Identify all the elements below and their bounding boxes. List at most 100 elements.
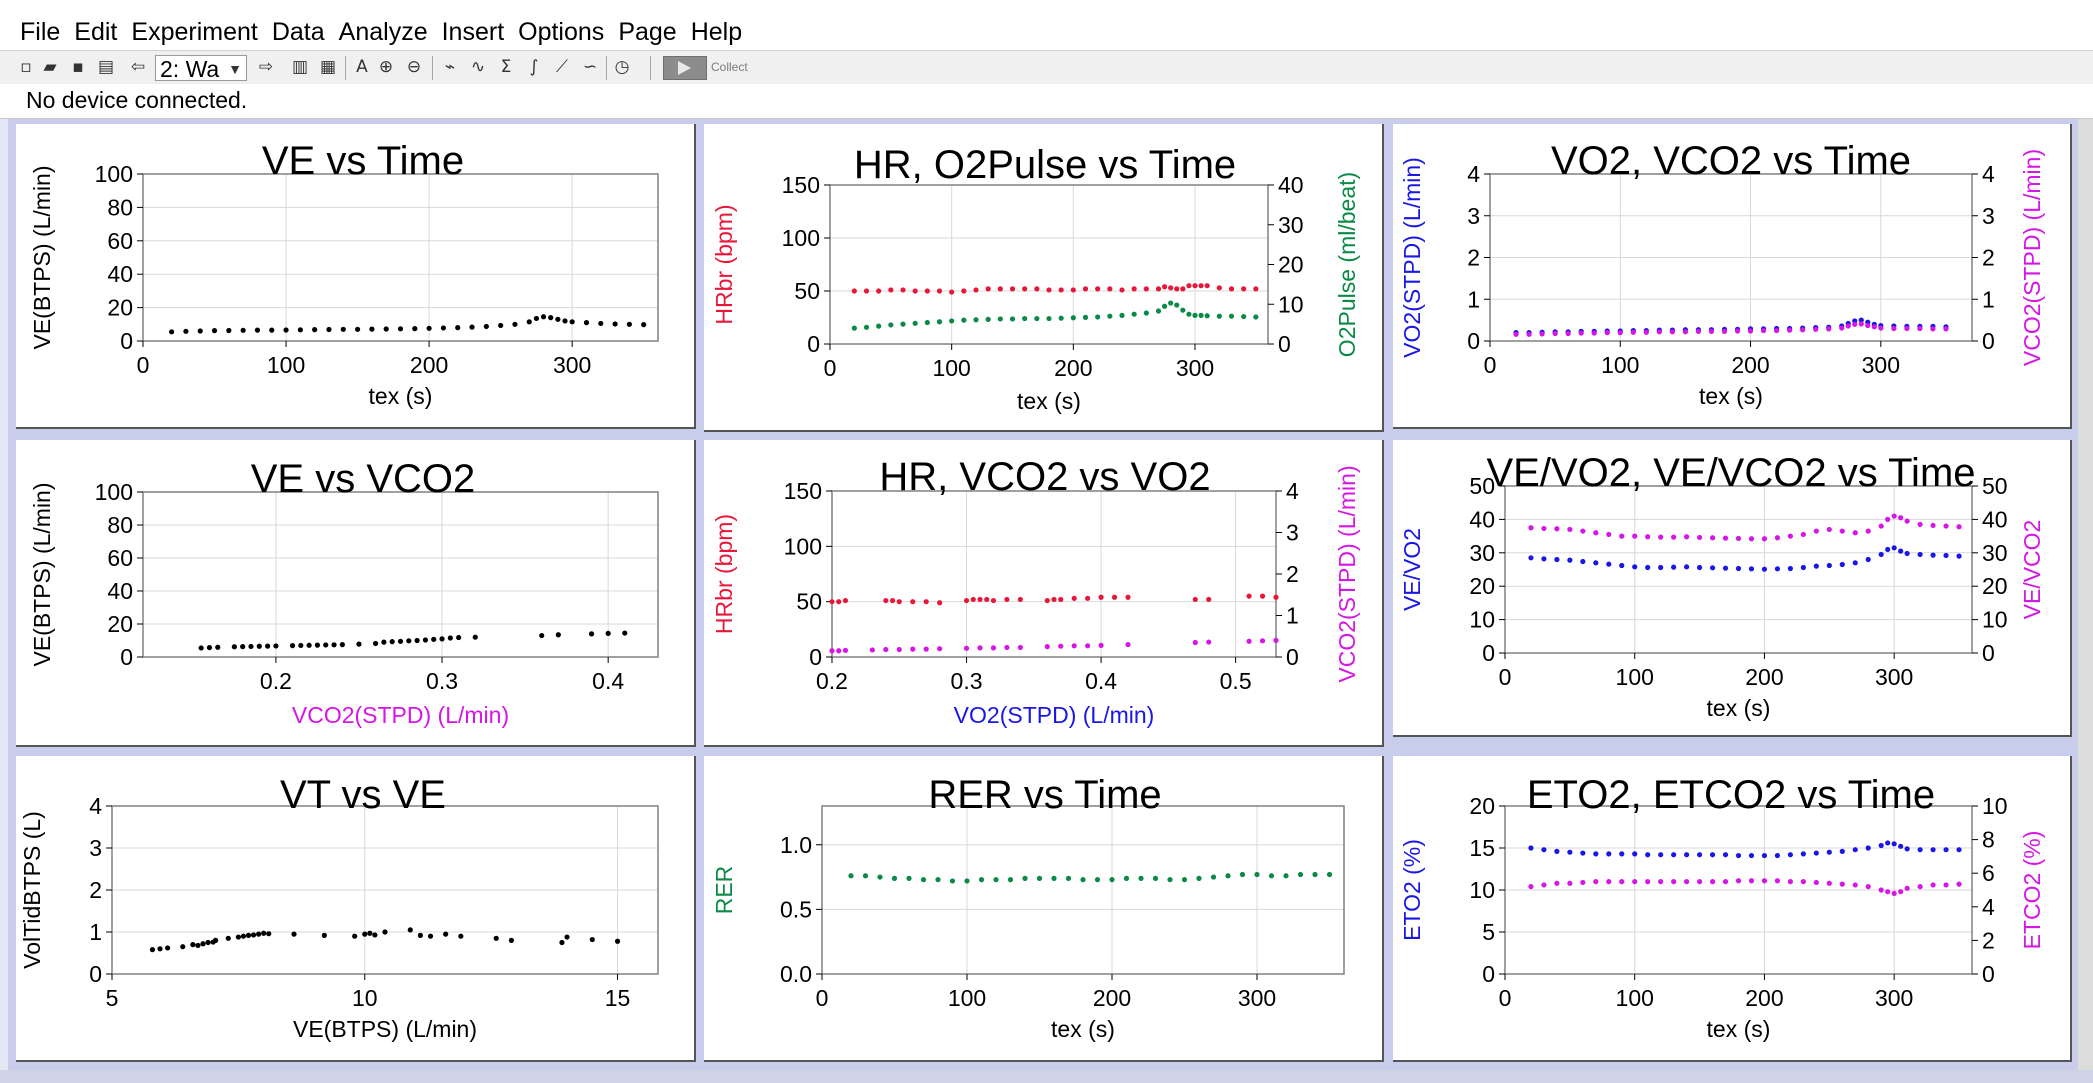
data-point	[1748, 852, 1755, 859]
y-tick-label: 1	[1467, 286, 1480, 312]
linear-fit-icon[interactable]: ⟋	[556, 57, 568, 77]
y2-tick-label: 10	[1982, 793, 2008, 819]
graph-panel-hr-o2pulse-vs-time[interactable]: HR, O2Pulse vs Time 0 100 200 300 0 50 100 150 0 1…	[704, 124, 1384, 432]
chart-title: VO2, VCO2 vs Time	[1551, 139, 1911, 183]
data-point	[1528, 555, 1534, 561]
page-back-icon[interactable]: ⇦	[130, 57, 146, 77]
data-point	[842, 647, 849, 653]
y2-tick-label: 0	[1982, 328, 1995, 354]
menu-bar: File Edit Experiment Data Analyze Insert…	[0, 14, 2093, 50]
x-tick-label: 200	[1745, 985, 1783, 1011]
menu-experiment[interactable]: Experiment	[131, 18, 258, 46]
data-point	[469, 324, 475, 330]
data-browser-icon[interactable]: ▥	[291, 57, 309, 77]
data-point	[889, 597, 896, 604]
data-point	[1181, 877, 1188, 883]
data-point	[1326, 871, 1333, 878]
open-folder-icon[interactable]: ▰	[43, 57, 57, 77]
menu-insert[interactable]: Insert	[441, 18, 505, 46]
data-point	[1878, 842, 1884, 849]
new-file-icon[interactable]: ▫	[20, 57, 32, 77]
menu-file[interactable]: File	[20, 18, 61, 46]
data-point	[266, 931, 272, 937]
menu-help[interactable]: Help	[690, 18, 743, 46]
save-icon[interactable]: ▪	[72, 57, 84, 77]
toolbar-separator	[432, 56, 433, 80]
data-point	[1696, 534, 1703, 541]
integral-icon[interactable]: ∫	[529, 57, 539, 77]
y2-tick-label: 3	[1982, 203, 1995, 229]
stopwatch-icon[interactable]: ◷	[614, 57, 630, 77]
examine-icon[interactable]: ⌁	[444, 57, 456, 77]
data-point	[985, 316, 991, 322]
zoom-in-icon[interactable]: ⊕	[378, 57, 394, 77]
data-point	[963, 645, 970, 651]
data-point	[1645, 534, 1651, 540]
data-point	[1065, 875, 1072, 881]
autoscale-icon[interactable]: A	[356, 57, 368, 77]
data-point	[1565, 330, 1571, 337]
graph-panel-ve-vs-vco2[interactable]: VE vs VCO2 0.2 0.3 0.4 0 20 40 60 80 100 VCO2(STPD…	[16, 440, 696, 747]
tangent-icon[interactable]: ∿	[470, 57, 486, 77]
data-point	[240, 933, 247, 939]
table-icon[interactable]: ▦	[319, 57, 337, 77]
data-point	[200, 941, 206, 947]
data-point	[883, 646, 889, 653]
zoom-out-icon[interactable]: ⊖	[406, 57, 422, 77]
data-point	[1800, 531, 1806, 538]
data-point	[964, 878, 970, 884]
toolbar-separator	[606, 56, 607, 80]
graph-panel-vt-vs-ve[interactable]: VT vs VE 5 10 15 0 1 2 3 4 VE(BTPS) (L/min) VolTid…	[16, 756, 696, 1062]
data-point	[321, 932, 327, 938]
menu-page[interactable]: Page	[618, 18, 677, 46]
collect-button[interactable]	[663, 56, 707, 80]
data-point	[447, 635, 453, 641]
page-forward-icon[interactable]: ⇨	[258, 57, 274, 77]
data-point	[1155, 286, 1162, 292]
data-point	[1748, 536, 1755, 542]
graph-panel-vo2-vco2-vs-time[interactable]: VO2, VCO2 vs Time 0 100 200 300 0 1 2 3 4 0 1 2 3 4 tex…	[1393, 124, 2072, 429]
data-point	[906, 875, 912, 881]
graph-panel-rer-vs-time[interactable]: RER vs Time 0 100 200 300 0.0 0.5 1.0 tex (s) RER	[704, 756, 1384, 1062]
data-point	[1259, 593, 1266, 599]
x-tick-label: 0	[816, 985, 829, 1011]
data-point	[923, 646, 929, 652]
y-tick-label: 15	[1469, 835, 1495, 861]
menu-options[interactable]: Options	[518, 18, 605, 46]
menu-data[interactable]: Data	[271, 18, 325, 46]
data-point	[1152, 875, 1159, 881]
graph-panel-ve-vs-time[interactable]: VE vs Time 0 100 200 300 0 20 40 60 80 100 tex (s) V…	[16, 124, 696, 429]
horizontal-scrollbar[interactable]	[0, 1070, 2093, 1083]
data-point	[352, 933, 358, 939]
data-point	[1722, 565, 1729, 571]
data-point	[1773, 327, 1780, 334]
graph-panel-eto2-etco2-vs-time[interactable]: ETO2, ETCO2 vs Time 0 100 200 300 0 5 10 15 20 0 2 4…	[1393, 756, 2072, 1062]
graph-panel-ve-vo2-ve-vco2-vs-time[interactable]: VE/VO2, VE/VCO2 vs Time 0 100 200 300 0 10 20 30…	[1393, 440, 2072, 737]
data-point	[1539, 331, 1545, 337]
data-point	[1554, 880, 1560, 886]
data-point	[1682, 329, 1689, 335]
data-point	[1541, 556, 1547, 562]
data-point	[836, 648, 842, 654]
page-select[interactable]: 2: Wa ▼	[155, 55, 247, 81]
data-point	[949, 878, 956, 884]
curve-fit-icon[interactable]: ∽	[582, 57, 598, 77]
menu-edit[interactable]: Edit	[74, 18, 118, 46]
data-point	[1800, 327, 1806, 333]
data-point	[1204, 313, 1210, 319]
y-tick-label: 20	[107, 295, 133, 321]
data-point	[564, 934, 570, 940]
data-point	[1839, 325, 1845, 331]
data-point	[1070, 315, 1076, 321]
data-point	[1119, 287, 1125, 293]
menu-analyze[interactable]: Analyze	[338, 18, 428, 46]
data-point	[283, 327, 289, 333]
vertical-scrollbar[interactable]	[2078, 119, 2093, 1070]
graph-panel-hr-vco2-vs-vo2[interactable]: HR, VCO2 vs VO2 0.2 0.3 0.4 0.5 0 50 100 150 0 1 2 3…	[704, 440, 1384, 747]
data-point	[876, 323, 882, 329]
data-point	[1168, 300, 1174, 306]
statistics-icon[interactable]: Σ	[500, 57, 512, 77]
data-point	[842, 597, 849, 604]
print-icon[interactable]: ▤	[97, 57, 115, 77]
data-point	[1228, 313, 1235, 319]
